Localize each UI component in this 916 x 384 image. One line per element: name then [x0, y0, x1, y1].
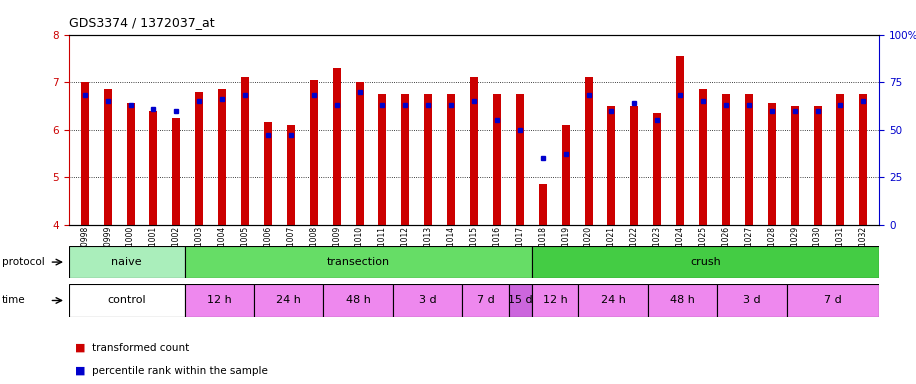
Text: 3 d: 3 d	[743, 295, 761, 306]
Text: 24 h: 24 h	[601, 295, 626, 306]
Bar	[378, 94, 387, 225]
Text: transformed count: transformed count	[92, 343, 189, 353]
Text: GDS3374 / 1372037_at: GDS3374 / 1372037_at	[69, 16, 214, 29]
Bar	[508, 284, 532, 317]
Bar	[241, 77, 249, 225]
Bar	[717, 284, 787, 317]
Bar	[584, 77, 593, 225]
Bar	[323, 284, 393, 317]
Bar	[355, 82, 364, 225]
Text: 24 h: 24 h	[277, 295, 301, 306]
Bar	[424, 94, 432, 225]
Text: 12 h: 12 h	[207, 295, 232, 306]
Bar	[104, 89, 112, 225]
Bar	[532, 284, 578, 317]
Text: ■: ■	[75, 366, 85, 376]
Text: 12 h: 12 h	[542, 295, 568, 306]
Bar	[653, 113, 661, 225]
Bar	[699, 89, 707, 225]
Text: 48 h: 48 h	[670, 295, 695, 306]
Bar	[493, 94, 501, 225]
Bar	[787, 284, 879, 317]
Bar	[539, 184, 547, 225]
Bar	[218, 89, 226, 225]
Text: 3 d: 3 d	[419, 295, 437, 306]
Bar	[562, 125, 570, 225]
Bar	[333, 68, 341, 225]
Bar	[607, 106, 616, 225]
Bar	[310, 80, 318, 225]
Text: control: control	[107, 295, 146, 306]
Bar	[401, 94, 409, 225]
Bar	[791, 106, 799, 225]
Bar	[578, 284, 648, 317]
Bar	[195, 92, 203, 225]
Bar	[722, 94, 730, 225]
Bar	[69, 246, 184, 278]
Bar	[149, 111, 158, 225]
Text: 7 d: 7 d	[824, 295, 842, 306]
Text: percentile rank within the sample: percentile rank within the sample	[92, 366, 267, 376]
Bar	[630, 106, 638, 225]
Bar	[859, 94, 867, 225]
Text: time: time	[2, 295, 26, 306]
Bar	[813, 106, 822, 225]
Bar	[745, 94, 753, 225]
Text: transection: transection	[327, 257, 390, 267]
Bar	[172, 118, 180, 225]
Text: 15 d: 15 d	[508, 295, 533, 306]
Bar	[69, 284, 184, 317]
Bar	[676, 56, 684, 225]
Bar	[184, 246, 532, 278]
Bar	[264, 122, 272, 225]
Bar	[463, 284, 508, 317]
Bar	[447, 94, 455, 225]
Text: protocol: protocol	[2, 257, 45, 267]
Bar	[393, 284, 463, 317]
Bar	[81, 82, 89, 225]
Bar	[532, 246, 879, 278]
Bar	[126, 103, 135, 225]
Text: 7 d: 7 d	[476, 295, 495, 306]
Bar	[836, 94, 845, 225]
Text: naive: naive	[111, 257, 142, 267]
Text: crush: crush	[691, 257, 721, 267]
Bar	[470, 77, 478, 225]
Bar	[254, 284, 323, 317]
Bar	[516, 94, 524, 225]
Text: 48 h: 48 h	[345, 295, 371, 306]
Bar	[768, 103, 776, 225]
Text: ■: ■	[75, 343, 85, 353]
Bar	[184, 284, 254, 317]
Bar	[287, 125, 295, 225]
Bar	[648, 284, 717, 317]
